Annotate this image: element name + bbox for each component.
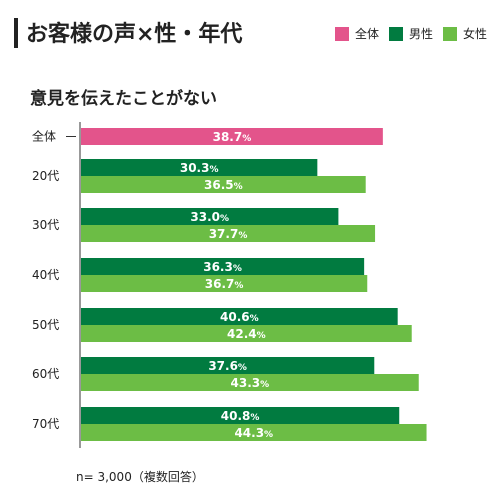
category-label: 60代 <box>32 367 59 381</box>
bar <box>81 208 339 225</box>
data-label: 43.3% <box>231 376 270 390</box>
bar <box>81 407 400 424</box>
bar <box>81 374 419 391</box>
bar <box>81 176 366 193</box>
bar <box>81 159 318 176</box>
data-label: 33.0% <box>190 210 229 224</box>
data-label: 44.3% <box>234 426 273 440</box>
chart-legend: 全体 男性 女性 <box>334 25 487 42</box>
data-label: 36.5% <box>204 178 243 192</box>
data-label: 40.6% <box>220 310 259 324</box>
legend-label-total: 全体 <box>354 27 379 41</box>
bar <box>81 325 412 342</box>
bar <box>81 225 376 242</box>
bar <box>81 128 383 145</box>
category-label: 70代 <box>32 417 59 431</box>
chart-title: 意見を伝えたことがない <box>30 89 217 109</box>
category-label: 40代 <box>32 268 59 282</box>
bar <box>81 424 427 441</box>
bar <box>81 308 398 325</box>
legend-item-male: 男性 <box>388 25 433 42</box>
data-label: 40.8% <box>221 409 260 423</box>
data-label: 30.3% <box>180 161 219 175</box>
bar <box>81 357 375 374</box>
legend-label-male: 男性 <box>408 27 433 41</box>
data-label: 37.6% <box>208 359 247 373</box>
category-label: 50代 <box>32 318 59 332</box>
legend-swatch-total <box>334 26 349 41</box>
data-label: 36.3% <box>203 260 242 274</box>
sample-size-note: n= 3,000（複数回答） <box>76 470 204 484</box>
bar <box>81 258 365 275</box>
legend-item-female: 女性 <box>442 25 487 42</box>
legend-swatch-male <box>388 26 403 41</box>
data-label: 42.4% <box>227 327 266 341</box>
bar <box>81 275 368 292</box>
legend-label-female: 女性 <box>462 27 487 41</box>
data-label: 38.7% <box>213 130 252 144</box>
category-label: 20代 <box>32 169 59 183</box>
page-title: お客様の声×性・年代 <box>26 22 243 47</box>
title-accent-bar <box>14 18 18 48</box>
data-label: 37.7% <box>209 227 248 241</box>
category-label: 全体 <box>32 129 56 144</box>
legend-swatch-female <box>442 26 457 41</box>
category-label: 30代 <box>32 218 59 232</box>
data-label: 36.7% <box>205 277 244 291</box>
legend-item-total: 全体 <box>334 25 379 42</box>
